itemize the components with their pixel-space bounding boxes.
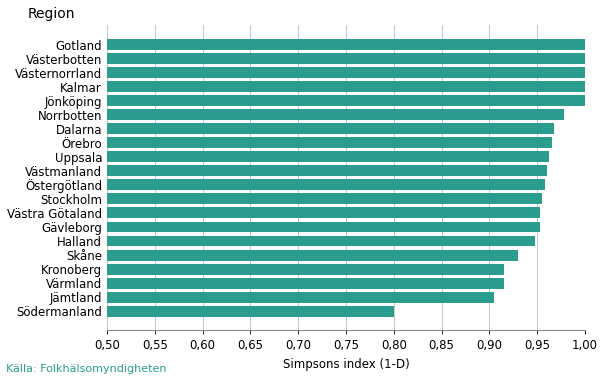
Bar (0, 263, 504, 274)
Bar (0, 208, 540, 218)
Bar (0, 109, 564, 120)
Bar (0, 81, 585, 92)
Bar (0, 95, 585, 106)
Bar (0, 67, 585, 78)
X-axis label: Simpsons index (1-D): Simpsons index (1-D) (283, 358, 410, 371)
Bar (0, 137, 552, 148)
Bar (0, 277, 504, 288)
Bar (0, 180, 545, 191)
Bar (0, 222, 540, 232)
Bar (0, 292, 494, 302)
Bar (0, 151, 549, 162)
Bar (0, 306, 394, 317)
Text: Källa: Folkhälsomyndigheten: Källa: Folkhälsomyndigheten (6, 364, 166, 374)
Bar (0, 166, 547, 177)
Text: Region: Region (28, 7, 76, 21)
Bar (0, 235, 535, 246)
Bar (0, 53, 585, 64)
Bar (0, 123, 554, 134)
Bar (0, 39, 585, 50)
Bar (0, 249, 518, 260)
Bar (0, 194, 542, 204)
